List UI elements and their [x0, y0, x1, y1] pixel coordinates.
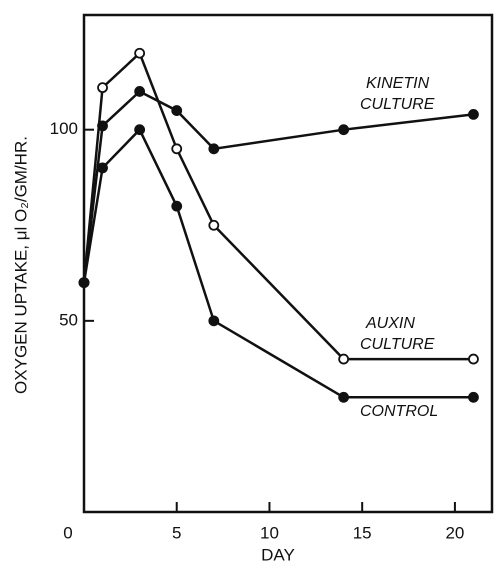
data-point	[134, 124, 146, 136]
y-tick-label: 100	[50, 119, 78, 138]
series-annotation: CULTURE	[360, 336, 435, 353]
y-axis-label: OXYGEN UPTAKE, μl O₂/GM/HR.	[11, 136, 30, 394]
data-point	[97, 162, 108, 174]
data-point	[468, 353, 479, 365]
data-point	[134, 86, 146, 97]
data-point	[97, 82, 108, 94]
x-tick-label: 0	[63, 523, 72, 542]
data-point	[171, 143, 183, 155]
plot-frame	[82, 13, 494, 514]
x-tick-label: 5	[172, 523, 181, 542]
data-point	[78, 277, 90, 289]
x-tick-label: 15	[353, 523, 372, 542]
x-axis-label: DAY	[261, 545, 295, 564]
data-point	[468, 109, 479, 120]
data-point	[338, 353, 350, 365]
x-tick-label: 10	[260, 523, 279, 542]
data-point	[171, 200, 183, 212]
data-point	[208, 143, 220, 155]
y-tick-label: 50	[59, 310, 78, 329]
x-tick-label: 20	[445, 523, 464, 542]
series-annotation: KINETIN	[366, 75, 430, 92]
data-point	[171, 105, 183, 116]
data-point	[97, 120, 108, 132]
series-annotation: AUXIN	[365, 315, 415, 332]
series-annotation: CONTROL	[360, 403, 438, 420]
series-line	[82, 127, 474, 399]
data-point	[468, 391, 479, 403]
data-point	[338, 391, 350, 403]
data-point	[134, 47, 146, 59]
data-point	[208, 315, 220, 327]
series-annotation: CULTURE	[360, 96, 435, 113]
data-point	[338, 124, 350, 136]
series-line	[82, 89, 474, 283]
data-point	[208, 219, 220, 231]
